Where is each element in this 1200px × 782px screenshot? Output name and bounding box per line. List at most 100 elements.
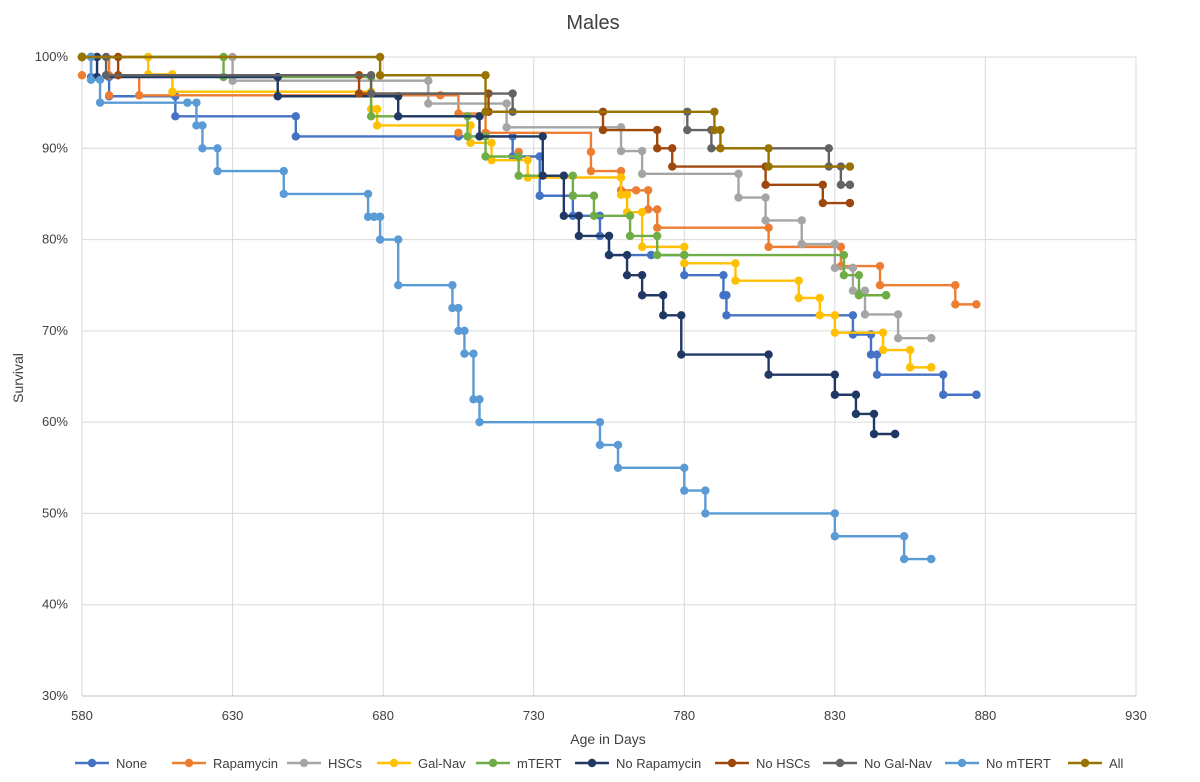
series-point [927, 554, 936, 564]
series-point [183, 98, 192, 107]
series-point [369, 212, 379, 221]
x-axis-label: Age in Days [570, 731, 645, 747]
series-point [677, 350, 686, 359]
legend-label: mTERT [517, 756, 562, 771]
series-point [683, 125, 692, 135]
x-tick-label: 830 [824, 708, 846, 723]
series-point [797, 239, 806, 249]
series-point [487, 138, 496, 148]
legend-label: Rapamycin [213, 756, 278, 771]
y-tick-label: 80% [42, 232, 68, 247]
series-none [77, 52, 981, 399]
series-point [213, 144, 222, 153]
series-point [818, 180, 828, 189]
series-mtert [77, 52, 891, 300]
series-point [101, 71, 111, 80]
series-point [394, 235, 403, 244]
series-point [622, 250, 632, 260]
series-point [637, 169, 647, 179]
series-point [375, 52, 385, 62]
series-point [104, 91, 114, 100]
series-point [851, 409, 861, 419]
legend-item: No Gal-Nav [823, 756, 932, 771]
legend: None Rapamycin HSCs Gal-Nav mTERT No Rapamyci… [75, 756, 1124, 771]
series-point [652, 231, 662, 241]
series-point [463, 132, 472, 141]
series-point [198, 121, 207, 130]
series-point [448, 281, 457, 290]
series-no-mtert [77, 52, 936, 564]
series-point [568, 171, 578, 180]
series-point [198, 144, 207, 153]
series-point [538, 171, 547, 180]
series-point [905, 345, 915, 355]
series-point [366, 89, 376, 98]
series-point [372, 104, 382, 114]
series-point [652, 223, 662, 232]
series-point [830, 311, 840, 320]
series-point [637, 242, 647, 252]
series-point [448, 303, 457, 313]
series-point [502, 99, 511, 108]
series-point [869, 429, 879, 439]
series-point [869, 409, 879, 419]
series-point [710, 125, 719, 135]
series-point [460, 326, 469, 336]
x-tick-label: 730 [523, 708, 545, 723]
series-point [481, 71, 490, 80]
legend-item: No mTERT [945, 756, 1051, 771]
legend-swatch-marker [587, 758, 597, 768]
legend-swatch-marker [957, 758, 967, 768]
series-point [710, 107, 719, 116]
series-point [764, 162, 773, 171]
series-point [354, 89, 364, 98]
series-point [375, 235, 385, 244]
y-axis-label: Survival [10, 353, 26, 403]
series-point [460, 349, 469, 358]
series-point [899, 532, 909, 541]
legend-swatch-marker [1080, 758, 1090, 768]
legend-item: mTERT [476, 756, 562, 771]
series-point [830, 532, 840, 541]
legend-item: Gal-Nav [377, 756, 466, 771]
series-point [680, 259, 689, 268]
series-point [613, 463, 623, 472]
legend-swatch-marker [488, 758, 498, 768]
series-point [866, 350, 876, 359]
series-point [677, 311, 686, 320]
series-point [764, 223, 773, 232]
series-point [291, 112, 301, 121]
series-point [761, 180, 770, 189]
series-point [848, 263, 858, 273]
legend-label: None [116, 756, 147, 771]
series-point [637, 146, 647, 156]
legend-swatch-marker [184, 758, 194, 768]
series-point [680, 463, 689, 472]
x-tick-label: 680 [372, 708, 394, 723]
series-point [797, 216, 806, 225]
y-tick-label: 40% [42, 597, 68, 612]
series-point [279, 189, 288, 199]
legend-label: No Gal-Nav [864, 756, 932, 771]
y-tick-label: 60% [42, 414, 68, 429]
series-all [77, 52, 855, 171]
series-point [854, 291, 864, 300]
series-point [604, 250, 614, 260]
series-point [845, 162, 855, 171]
series-point [643, 186, 653, 195]
series-line [82, 55, 977, 396]
series-point [893, 333, 903, 343]
series-point [764, 144, 773, 153]
series-point [454, 326, 463, 336]
series-point [839, 270, 849, 280]
series-point [625, 211, 635, 221]
series-point [830, 509, 840, 518]
series-point [659, 291, 668, 300]
series-line [82, 55, 932, 340]
legend-label: No Rapamycin [616, 756, 701, 771]
series-point [872, 370, 882, 379]
legend-swatch-marker [87, 758, 97, 768]
series-point [589, 191, 599, 200]
series-point [616, 166, 626, 176]
series-point [845, 198, 855, 208]
